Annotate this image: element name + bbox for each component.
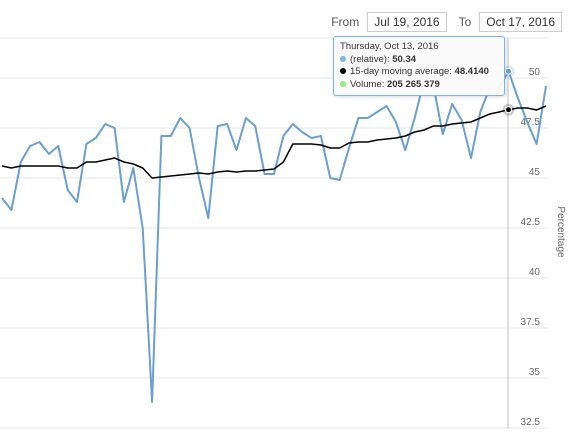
grid-lines xyxy=(0,37,548,429)
chart-tooltip: Thursday, Oct 13, 2016 (relative): 50.34… xyxy=(333,36,505,96)
series-dot-icon xyxy=(340,55,346,62)
tooltip-series-value: 205 265 379 xyxy=(386,78,440,90)
series-dot-icon xyxy=(340,80,346,87)
series-line-relative[interactable] xyxy=(1,70,547,403)
tooltip-date: Thursday, Oct 13, 2016 xyxy=(340,41,439,52)
y-tick-label: 47.5 xyxy=(521,117,541,128)
from-date-input[interactable]: Jul 19, 2016 xyxy=(367,12,447,32)
tooltip-row-relative: (relative): 50.34 xyxy=(340,54,498,67)
tooltip-series-name: Volume xyxy=(350,78,382,90)
tooltip-series-value: 50.34 xyxy=(392,53,417,65)
y-axis-title: Percentage xyxy=(555,206,566,258)
hover-markers xyxy=(502,65,515,116)
series-dot-icon xyxy=(340,68,346,75)
date-range-selector: From Jul 19, 2016 To Oct 17, 2016 xyxy=(325,12,562,32)
hover-marker-point xyxy=(504,67,512,75)
tooltip-row-volume: Volume: 205 265 379 xyxy=(340,79,498,92)
tooltip-row-moving-average: 15-day moving average: 48.4140 xyxy=(340,66,498,79)
series-layer xyxy=(1,70,547,403)
y-tick-label: 32.5 xyxy=(521,417,541,428)
y-tick-label: 42.5 xyxy=(521,217,541,228)
y-tick-label: 35 xyxy=(529,367,541,378)
to-label: To xyxy=(458,15,472,29)
hover-marker-point xyxy=(504,106,512,114)
y-tick-label: 50 xyxy=(529,67,541,78)
tooltip-series-value: 48.4140 xyxy=(454,66,489,77)
from-label: From xyxy=(331,15,360,29)
tooltip-series-name: (relative) xyxy=(350,53,387,65)
tooltip-series-name: 15-day moving average xyxy=(350,66,450,77)
y-tick-label: 45 xyxy=(529,167,541,178)
y-tick-label: 40 xyxy=(529,267,541,278)
y-tick-label: 37.5 xyxy=(521,317,541,328)
series-line-moving-average[interactable] xyxy=(1,105,547,179)
to-date-input[interactable]: Oct 17, 2016 xyxy=(479,12,562,32)
y-axis-ticks: 32.5 35 37.5 40 42.5 45 47.5 50 xyxy=(521,67,541,428)
